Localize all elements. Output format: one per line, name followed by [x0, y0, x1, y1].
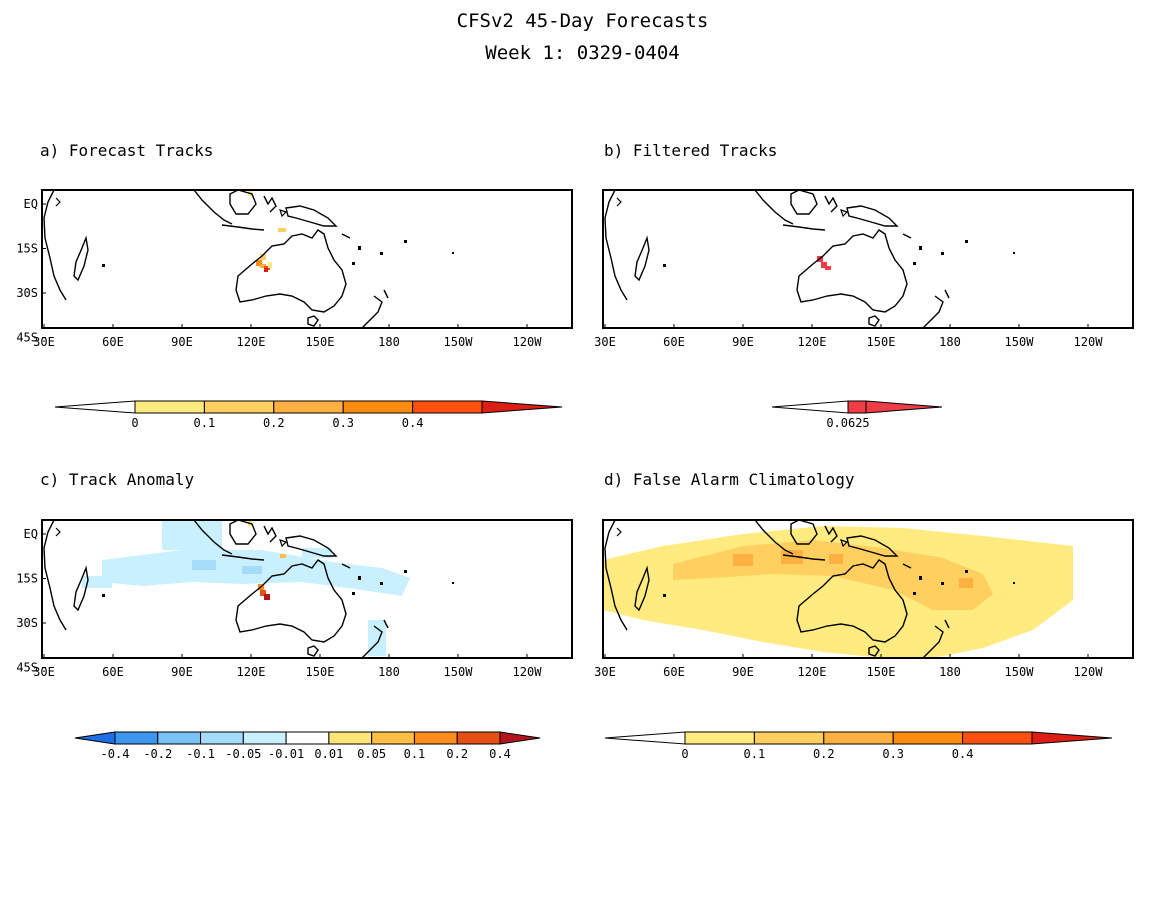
x-tick-label: 30E [594, 665, 616, 679]
x-tick-label: 120W [1074, 665, 1104, 679]
panel-b-title: b) Filtered Tracks [604, 141, 778, 160]
panel-b-map [602, 189, 1134, 329]
colorbar-label: 0.1 [194, 416, 216, 430]
y-tick-label: 45S [16, 661, 38, 675]
x-tick-label: 120E [798, 335, 827, 349]
y-tick-label: EQ [24, 527, 38, 541]
x-tick-label: 120E [798, 665, 827, 679]
x-tick-label: 180 [939, 335, 961, 349]
colorbar-label: 0.01 [314, 747, 343, 761]
x-tick-label: 90E [732, 335, 754, 349]
x-tick-label: 60E [663, 335, 685, 349]
y-tick-label: 15S [16, 242, 38, 256]
panel-d-title: d) False Alarm Climatology [604, 470, 855, 489]
colorbar-label: 0.1 [744, 747, 766, 761]
panel-a-title: a) Forecast Tracks [40, 141, 214, 160]
x-tick-label: 120W [513, 665, 543, 679]
colorbar-label: 0.2 [263, 416, 285, 430]
x-tick-label: 150W [1005, 665, 1035, 679]
x-tick-label: 90E [171, 335, 193, 349]
colorbar-label: 0.4 [489, 747, 511, 761]
x-tick-label: 60E [663, 665, 685, 679]
x-tick-label: 120W [513, 335, 543, 349]
x-tick-label: 180 [939, 665, 961, 679]
x-tick-label: 120W [1074, 335, 1104, 349]
colorbar-label: 0.05 [357, 747, 386, 761]
x-tick-label: 90E [171, 665, 193, 679]
colorbar-label: 0.4 [402, 416, 424, 430]
y-tick-label: 30S [16, 616, 38, 630]
colorbar-label: 0 [131, 416, 138, 430]
x-tick-label: 30E [33, 665, 55, 679]
x-tick-label: 180 [378, 665, 400, 679]
x-tick-label: 30E [594, 335, 616, 349]
colorbar-label: -0.05 [225, 747, 261, 761]
colorbar-label: -0.4 [101, 747, 130, 761]
panel-c-map [41, 519, 573, 659]
x-tick-label: 180 [378, 335, 400, 349]
figure-title-line2: Week 1: 0329-0404 [485, 42, 680, 64]
panel-d-map [602, 519, 1134, 659]
colorbar-label: 0.2 [813, 747, 835, 761]
colorbar-label: 0.3 [332, 416, 354, 430]
x-tick-label: 150E [306, 665, 335, 679]
x-tick-label: 150E [867, 665, 896, 679]
panel-a-map [41, 189, 573, 329]
x-tick-label: 120E [237, 335, 266, 349]
colorbar-label: 0.0625 [826, 416, 869, 430]
x-tick-label: 30E [33, 335, 55, 349]
colorbar-label: 0.3 [882, 747, 904, 761]
colorbar-label: 0.4 [952, 747, 974, 761]
colorbar-d: 0 0.1 0.2 0.3 0.4 [604, 731, 1113, 761]
x-tick-label: 90E [732, 665, 754, 679]
x-tick-label: 150W [1005, 335, 1035, 349]
y-tick-label: 15S [16, 572, 38, 586]
y-tick-label: 45S [16, 331, 38, 345]
colorbar-a: 0 0.1 0.2 0.3 0.4 [54, 400, 563, 430]
colorbar-label: -0.1 [186, 747, 215, 761]
colorbar-label: -0.2 [143, 747, 172, 761]
x-tick-label: 150W [444, 665, 474, 679]
x-tick-label: 60E [102, 665, 124, 679]
colorbar-label: 0.2 [446, 747, 468, 761]
x-tick-label: 150E [867, 335, 896, 349]
figure-title-line1: CFSv2 45-Day Forecasts [456, 10, 709, 32]
colorbar-label: 0.1 [404, 747, 426, 761]
x-tick-label: 120E [237, 665, 266, 679]
x-tick-label: 150W [444, 335, 474, 349]
y-tick-label: 30S [16, 286, 38, 300]
colorbar-b: 0.0625 [771, 400, 943, 430]
y-tick-label: EQ [24, 197, 38, 211]
colorbar-label: 0 [681, 747, 688, 761]
colorbar-label: -0.01 [268, 747, 304, 761]
colorbar-c: -0.4 -0.2 -0.1 -0.05 -0.01 0.01 0.05 0.1 0.2 0.4 [74, 731, 541, 761]
x-tick-label: 60E [102, 335, 124, 349]
x-tick-label: 150E [306, 335, 335, 349]
panel-c-title: c) Track Anomaly [40, 470, 195, 489]
